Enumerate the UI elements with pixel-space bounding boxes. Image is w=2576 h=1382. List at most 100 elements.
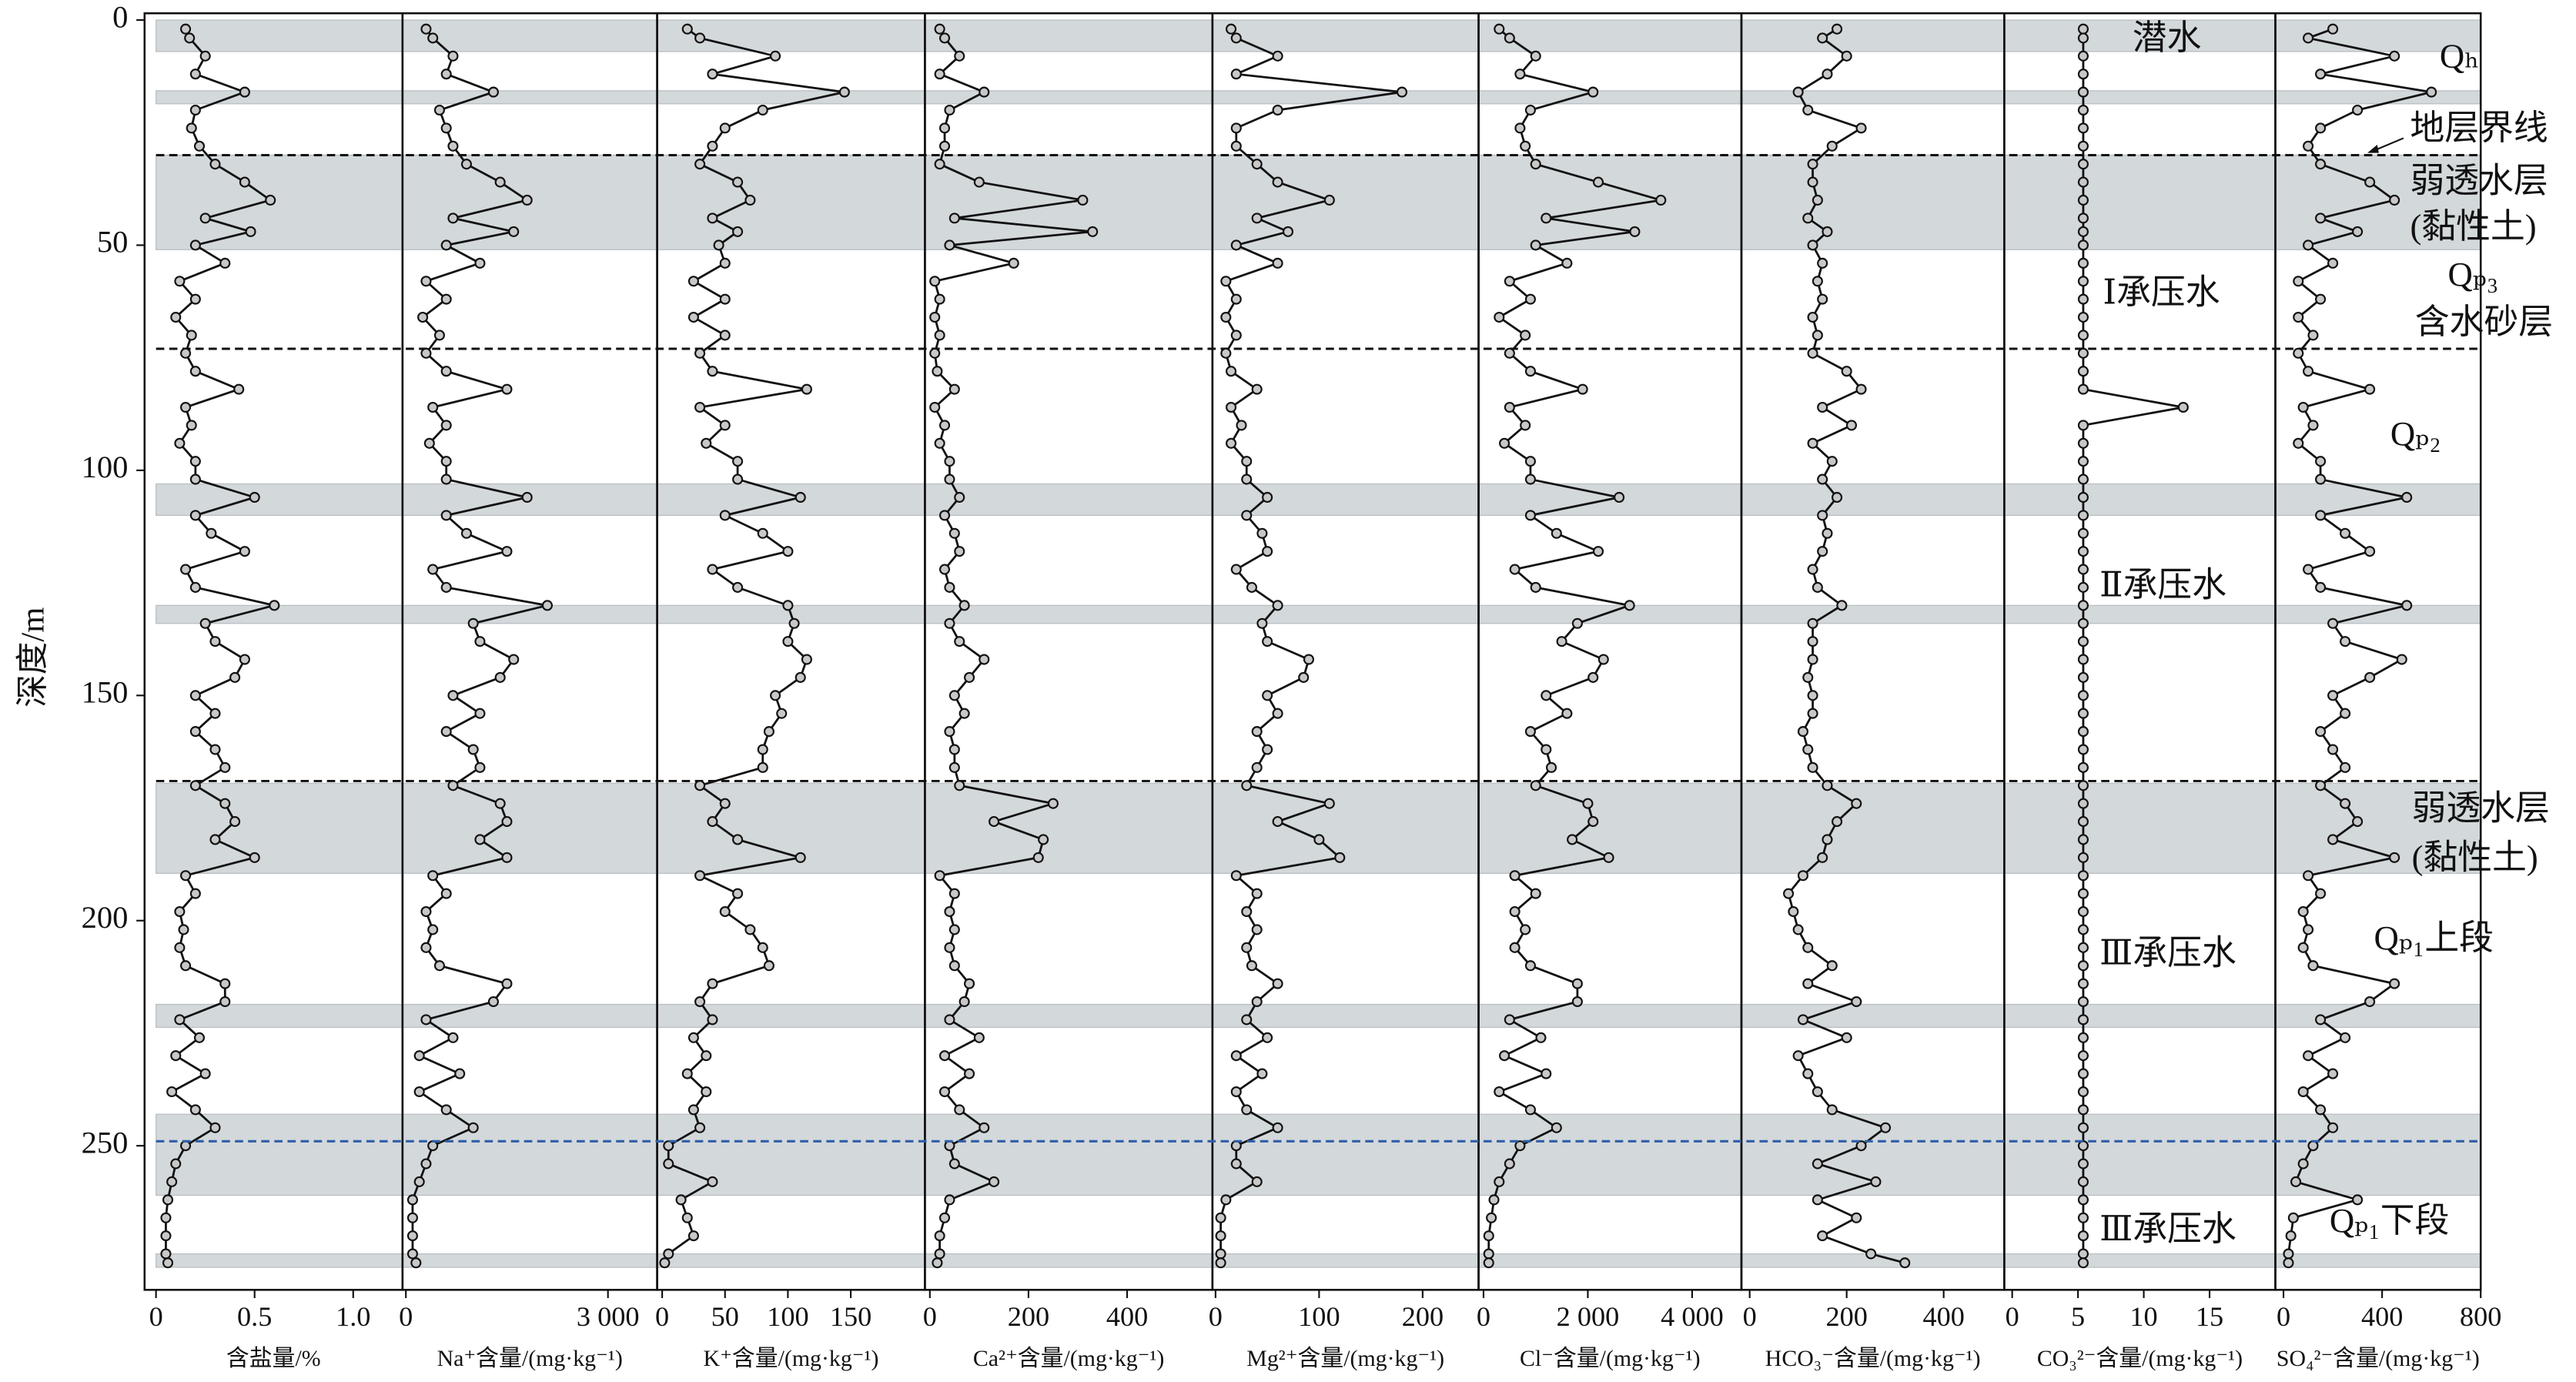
sample-point (2340, 708, 2351, 719)
sample-point (944, 905, 955, 918)
sample-point (1851, 996, 1862, 1008)
sample-point (1524, 960, 1536, 972)
sample-point (2297, 401, 2309, 413)
sample-point (1832, 23, 1843, 35)
sample-point (440, 122, 452, 134)
sample-point (460, 159, 472, 170)
sample-point (1241, 1014, 1253, 1026)
sample-point (934, 23, 945, 35)
sample-point (219, 978, 231, 989)
sample-point (1587, 816, 1599, 828)
sample-point (1230, 1050, 1242, 1062)
annotation: Qₚ₁上段 (2374, 919, 2494, 957)
x-axis-label: K⁺含量/(mg·kg⁻¹) (704, 1346, 879, 1371)
annotation: 含水砂层 (2415, 303, 2553, 341)
sample-point (948, 761, 960, 773)
sample-point (2077, 510, 2089, 521)
sample-point (180, 564, 192, 575)
sample-point (1817, 510, 1828, 521)
sample-point (170, 311, 182, 323)
sample-point (2077, 347, 2089, 359)
sample-point (1303, 654, 1314, 665)
sample-point (2283, 1248, 2294, 1260)
sample-point (1494, 1176, 1505, 1187)
sample-point (1215, 1230, 1226, 1242)
sample-point (1587, 86, 1599, 98)
sample-point (447, 690, 459, 701)
sample-point (1783, 888, 1795, 899)
sample-point (2077, 1140, 2089, 1152)
sample-point (1817, 852, 1828, 863)
sample-point (2177, 401, 2189, 413)
sample-point (948, 212, 960, 224)
sample-point (1226, 23, 1237, 35)
sample-point (189, 456, 201, 467)
sample-point (1241, 1104, 1253, 1116)
x-tick-label: 0 (655, 1301, 669, 1332)
sample-point (1807, 347, 1818, 359)
sample-point (707, 140, 718, 152)
x-axis-label: SO₄²⁻含量/(mg·kg⁻¹) (2277, 1346, 2480, 1371)
sample-point (1494, 1086, 1505, 1098)
sample-point (174, 1014, 186, 1026)
sample-point (1551, 527, 1562, 539)
sample-point (2077, 176, 2089, 188)
x-tick-label: 100 (767, 1301, 808, 1332)
sample-point (732, 888, 744, 899)
sample-point (2307, 330, 2319, 341)
sample-point (1524, 293, 1536, 305)
sample-point (487, 996, 499, 1008)
sample-point (508, 654, 520, 665)
sample-point (1812, 330, 1823, 341)
sample-point (427, 924, 439, 935)
sample-point (1488, 1194, 1500, 1206)
sample-point (2077, 996, 2089, 1008)
annotation: Ⅱ承压水 (2099, 565, 2226, 604)
sample-point (1241, 942, 1253, 953)
sample-point (245, 226, 256, 237)
sample-point (719, 257, 731, 269)
sample-point (744, 194, 756, 206)
sample-point (1899, 1257, 1911, 1269)
sample-point (938, 122, 951, 134)
sample-point (1822, 780, 1833, 791)
sample-point (757, 942, 768, 953)
sample-point (1396, 86, 1408, 98)
sample-point (1545, 761, 1557, 773)
x-tick-label: 200 (1825, 1301, 1867, 1332)
sample-point (440, 69, 452, 80)
sample-point (413, 1086, 425, 1098)
sample-point (1832, 491, 1843, 504)
sample-point (694, 996, 706, 1008)
sample-point (180, 23, 192, 35)
sample-point (2077, 978, 2089, 989)
sample-point (1592, 176, 1604, 188)
sample-point (219, 761, 231, 773)
sample-point (1251, 761, 1263, 773)
sample-point (944, 239, 955, 251)
sample-point (2352, 104, 2364, 116)
sample-point (663, 1140, 674, 1152)
x-tick-label: 0 (1209, 1301, 1223, 1332)
sample-point (1032, 852, 1044, 863)
sample-point (687, 311, 699, 323)
sample-point (1802, 671, 1814, 683)
sample-point (1597, 654, 1609, 665)
sample-point (1530, 239, 1541, 251)
sample-point (1812, 581, 1823, 593)
sample-point (460, 527, 472, 539)
sample-point (2315, 159, 2327, 170)
sample-point (249, 852, 260, 863)
sample-point (2327, 1122, 2339, 1133)
sample-point (1230, 122, 1242, 134)
sample-point (1524, 726, 1536, 738)
sample-point (701, 437, 712, 449)
sample-point (934, 437, 945, 449)
sample-point (178, 924, 189, 935)
sample-point (1812, 276, 1823, 287)
sample-point (2077, 212, 2089, 224)
sample-point (763, 960, 774, 972)
sample-point (948, 690, 960, 701)
sample-point (1524, 104, 1536, 116)
sample-point (2077, 546, 2089, 557)
